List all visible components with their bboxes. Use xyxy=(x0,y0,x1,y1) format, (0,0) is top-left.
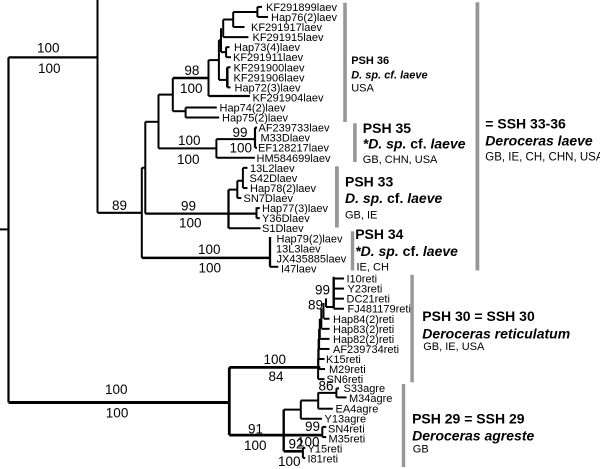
svg-text:100: 100 xyxy=(198,242,221,257)
svg-text:M35reti: M35reti xyxy=(329,433,366,445)
svg-text:100: 100 xyxy=(199,261,222,276)
svg-text:Hap75(2)laev: Hap75(2)laev xyxy=(222,113,289,125)
svg-text:100: 100 xyxy=(179,216,202,231)
svg-text:99: 99 xyxy=(315,283,330,298)
svg-text:Hap72(3)laev: Hap72(3)laev xyxy=(235,82,302,94)
svg-text:S1Dlaev: S1Dlaev xyxy=(262,223,304,235)
svg-text:HM584699laev: HM584699laev xyxy=(257,153,331,165)
svg-text:91: 91 xyxy=(248,422,263,437)
svg-text:I81reti: I81reti xyxy=(308,454,339,466)
svg-text:PSH 35: PSH 35 xyxy=(363,120,411,136)
svg-text:100: 100 xyxy=(177,152,200,167)
svg-text:GB, IE, CH, CHN, USA: GB, IE, CH, CHN, USA xyxy=(485,151,600,163)
svg-text:D. sp. cf. laeve: D. sp. cf. laeve xyxy=(345,190,442,206)
svg-text:AF239733laev: AF239733laev xyxy=(259,123,330,135)
svg-text:M29reti: M29reti xyxy=(329,364,366,376)
svg-text:KF291900laev: KF291900laev xyxy=(234,62,305,74)
svg-text:100: 100 xyxy=(264,352,287,367)
svg-text:M34agre: M34agre xyxy=(349,393,392,405)
svg-text:D. sp. cf. laeve: D. sp. cf. laeve xyxy=(351,69,427,81)
svg-text:JX435885laev: JX435885laev xyxy=(277,253,347,265)
svg-text:100: 100 xyxy=(278,454,301,469)
svg-text:100: 100 xyxy=(38,61,61,76)
svg-text:Y23reti: Y23reti xyxy=(348,284,383,296)
svg-text:89: 89 xyxy=(308,298,323,313)
svg-text:100: 100 xyxy=(106,406,129,421)
svg-text:K15reti: K15reti xyxy=(326,354,361,366)
svg-text:GB, IE, USA: GB, IE, USA xyxy=(423,341,485,353)
svg-text:KF291917laev: KF291917laev xyxy=(251,22,322,34)
svg-text:I47laev: I47laev xyxy=(281,263,317,275)
svg-text:Hap83(2)reti: Hap83(2)reti xyxy=(333,324,394,336)
svg-text:FJ481179reti: FJ481179reti xyxy=(348,304,411,316)
svg-text:Hap77(3)laev: Hap77(3)laev xyxy=(262,203,329,215)
svg-text:GB, IE: GB, IE xyxy=(345,210,377,222)
svg-text:KF291915laev: KF291915laev xyxy=(253,32,324,44)
svg-text:Deroceras reticulatum: Deroceras reticulatum xyxy=(422,325,570,341)
svg-text:100: 100 xyxy=(244,438,267,453)
svg-text:13L2laev: 13L2laev xyxy=(250,163,295,175)
svg-text:13L3laev: 13L3laev xyxy=(276,243,321,255)
svg-text:EF128217laev: EF128217laev xyxy=(258,143,329,155)
svg-text:86: 86 xyxy=(319,379,334,394)
svg-text:DC21reti: DC21reti xyxy=(347,294,390,306)
svg-text:KF291904laev: KF291904laev xyxy=(253,92,324,104)
svg-text:GB, CHN, USA: GB, CHN, USA xyxy=(363,154,438,166)
svg-text:100: 100 xyxy=(105,382,128,397)
svg-text:KF291911laev: KF291911laev xyxy=(233,52,304,64)
svg-text:I10reti: I10reti xyxy=(347,274,378,286)
svg-text:PSH 30 = SSH 30: PSH 30 = SSH 30 xyxy=(422,308,535,324)
svg-text:Deroceras agreste: Deroceras agreste xyxy=(412,427,534,443)
svg-text:PSH 36: PSH 36 xyxy=(351,55,389,67)
svg-text:99: 99 xyxy=(305,419,320,434)
svg-text:KF291899laev: KF291899laev xyxy=(266,2,337,14)
svg-text:*D. sp. cf. laeve: *D. sp. cf. laeve xyxy=(363,136,466,152)
svg-text:100: 100 xyxy=(37,40,60,55)
svg-text:Y13agre: Y13agre xyxy=(325,413,367,425)
svg-text:Hap79(2)laev: Hap79(2)laev xyxy=(277,233,344,245)
svg-text:= SSH 33-36: = SSH 33-36 xyxy=(485,116,566,132)
svg-text:Hap73(4)laev: Hap73(4)laev xyxy=(234,42,301,54)
svg-text:100: 100 xyxy=(178,133,201,148)
svg-text:Hap84(2)reti: Hap84(2)reti xyxy=(333,314,394,326)
svg-text:100: 100 xyxy=(297,434,320,449)
svg-text:USA: USA xyxy=(351,83,374,95)
svg-text:Hap82(2)reti: Hap82(2)reti xyxy=(333,334,394,346)
svg-text:Hap74(2)laev: Hap74(2)laev xyxy=(220,103,287,115)
svg-text:100: 100 xyxy=(230,141,253,156)
svg-text:S33agre: S33agre xyxy=(344,383,386,395)
svg-text:Hap78(2)laev: Hap78(2)laev xyxy=(250,183,317,195)
svg-text:*D. sp. cf. laeve: *D. sp. cf. laeve xyxy=(355,243,458,259)
svg-text:PSH 29 = SSH 29: PSH 29 = SSH 29 xyxy=(412,410,525,426)
svg-text:SN7Dlaev: SN7Dlaev xyxy=(244,193,294,205)
svg-text:IE, CH: IE, CH xyxy=(357,261,389,273)
svg-text:100: 100 xyxy=(180,81,203,96)
svg-text:Y15reti: Y15reti xyxy=(308,444,343,456)
svg-text:GB: GB xyxy=(413,443,429,455)
svg-text:99: 99 xyxy=(233,125,248,140)
svg-text:AF239734reti: AF239734reti xyxy=(333,344,399,356)
svg-text:SN6reti: SN6reti xyxy=(327,374,364,386)
svg-text:98: 98 xyxy=(184,63,199,78)
svg-text:84: 84 xyxy=(269,369,285,384)
svg-text:Hap76(2)laev: Hap76(2)laev xyxy=(271,12,338,24)
svg-text:EA4agre: EA4agre xyxy=(336,403,379,415)
svg-text:PSH 33: PSH 33 xyxy=(345,173,393,189)
svg-text:Deroceras laeve: Deroceras laeve xyxy=(485,133,593,149)
svg-text:99: 99 xyxy=(181,198,196,213)
svg-text:SN4reti: SN4reti xyxy=(328,423,365,435)
svg-text:KF291906laev: KF291906laev xyxy=(234,72,305,84)
svg-text:PSH 34: PSH 34 xyxy=(355,226,403,242)
svg-text:M33Dlaev: M33Dlaev xyxy=(261,133,311,145)
svg-text:S42Dlaev: S42Dlaev xyxy=(250,173,298,185)
svg-text:Y36Dlaev: Y36Dlaev xyxy=(262,213,310,225)
svg-text:89: 89 xyxy=(112,198,127,213)
svg-text:92: 92 xyxy=(289,437,304,452)
